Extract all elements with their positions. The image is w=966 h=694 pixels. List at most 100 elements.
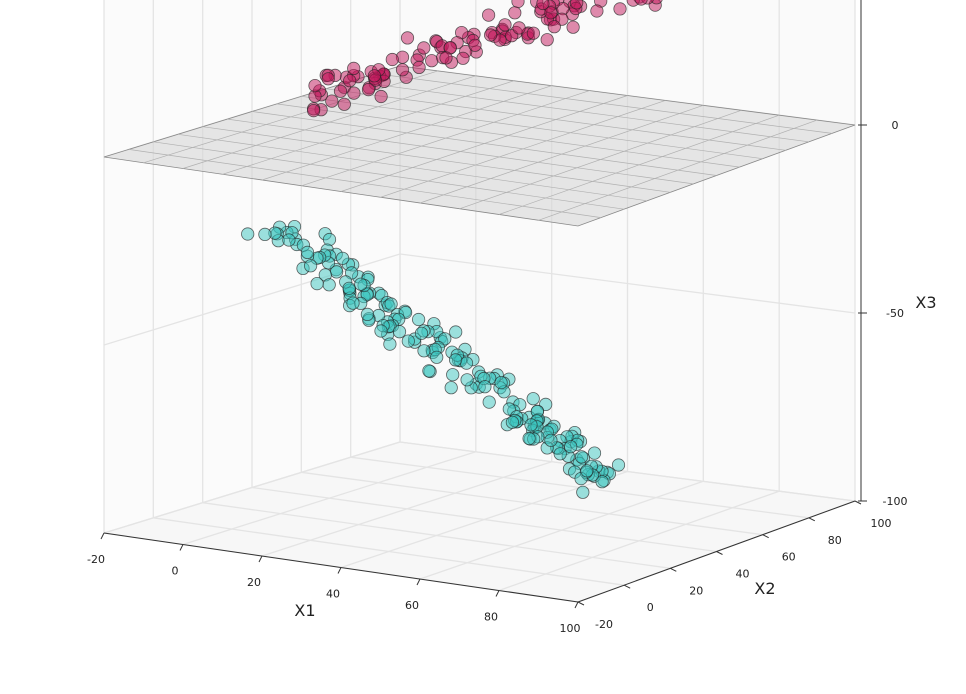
data-point-series-1	[570, 0, 584, 10]
grid-line	[103, 441, 401, 534]
data-point-series-2	[482, 395, 496, 409]
data-point-series-2	[310, 276, 324, 291]
x-tick	[416, 578, 421, 586]
y-tick-label: 80	[828, 534, 842, 547]
data-point-series-1	[650, 0, 663, 5]
data-point-series-2	[448, 353, 463, 367]
data-point-series-1	[483, 28, 498, 42]
data-point-series-2	[360, 307, 374, 321]
plane-mesh-line	[375, 73, 832, 134]
y-tick	[577, 601, 585, 606]
plane-mesh-line	[538, 119, 818, 221]
data-point-series-1	[367, 69, 381, 83]
x-tick-label: 0	[172, 565, 179, 578]
y-tick	[762, 534, 769, 539]
data-point-series-2	[411, 312, 426, 327]
x-tick-label: 40	[326, 588, 340, 601]
data-point-series-1	[468, 38, 482, 52]
data-point-series-2	[322, 278, 336, 292]
data-point-series-2	[574, 450, 589, 464]
y-tick-label: 100	[871, 517, 892, 530]
data-point-series-1	[508, 6, 522, 20]
axis-lines	[100, 0, 867, 609]
z-tick-label: -50	[886, 307, 904, 320]
data-point-series-2	[241, 227, 255, 241]
data-point-series-2	[374, 324, 388, 338]
data-point-series-2	[524, 418, 538, 432]
data-point-series-2	[553, 447, 567, 461]
x-tick	[179, 544, 184, 551]
data-point-series-1	[634, 0, 648, 6]
y-tick-label: 60	[782, 551, 796, 564]
data-point-series-1	[412, 60, 426, 75]
data-point-series-1	[439, 51, 453, 65]
y-axis-label: X2	[754, 579, 775, 598]
data-point-series-2	[258, 227, 272, 241]
data-point-series-1	[540, 33, 554, 47]
separating-plane	[103, 65, 856, 227]
data-point-series-1	[566, 20, 580, 34]
y-tick	[716, 551, 723, 555]
data-point-series-2	[342, 281, 356, 295]
data-point-series-2	[383, 337, 397, 351]
data-point-series-1	[526, 26, 541, 40]
data-point-series-1	[512, 21, 526, 35]
data-point-series-1	[400, 31, 415, 45]
data-point-series-2	[384, 297, 398, 311]
data-point-series-2	[595, 475, 609, 489]
data-point-series-1	[347, 61, 361, 76]
data-point-series-2	[282, 233, 296, 247]
grid-line	[399, 441, 856, 502]
y-tick	[854, 500, 862, 505]
data-point-series-1	[374, 89, 388, 104]
data-point-series-1	[544, 6, 558, 20]
data-point-series-2	[576, 485, 590, 499]
data-point-series-1	[361, 83, 376, 97]
data-point-series-2	[478, 380, 492, 394]
floor-pane	[104, 442, 855, 602]
data-point-series-1	[385, 52, 399, 67]
data-point-series-1	[417, 41, 431, 55]
x-tick	[495, 590, 500, 597]
data-point-series-1	[347, 86, 361, 100]
data-point-series-2	[444, 381, 458, 395]
grid-line	[202, 502, 671, 569]
data-point-series-2	[564, 440, 578, 454]
x-tick	[100, 532, 105, 540]
data-point-series-2	[505, 415, 520, 429]
z-axis-label: X3	[915, 293, 936, 312]
grid-line	[301, 471, 763, 536]
data-point-series-2	[414, 326, 429, 340]
data-point-series-1	[456, 51, 470, 65]
data-point-series-1	[343, 74, 357, 88]
y-tick-label: -20	[595, 618, 613, 631]
grid-line	[251, 486, 717, 553]
data-point-series-2	[401, 334, 415, 348]
grid-line	[153, 517, 625, 586]
data-point-series-1	[425, 54, 439, 68]
plane-mesh-line	[350, 80, 809, 143]
data-point-series-1	[481, 8, 496, 22]
x-tick-label: 80	[484, 611, 498, 624]
data-point-series-1	[308, 79, 322, 93]
data-point-series-2	[526, 392, 540, 406]
y-tick-label: 40	[736, 568, 750, 581]
data-point-series-1	[590, 4, 604, 18]
grid-line	[399, 253, 856, 314]
x-tick-label: 100	[560, 622, 581, 635]
data-point-series-2	[422, 364, 436, 378]
y-tick	[623, 584, 631, 589]
x-axis-label: X1	[294, 601, 315, 620]
data-point-series-1	[333, 84, 348, 98]
y-tick-label: 0	[647, 601, 654, 614]
y-tick-label: 20	[689, 584, 703, 597]
data-point-series-2	[303, 259, 318, 273]
data-point-series-2	[494, 375, 508, 390]
data-point-series-1	[547, 20, 561, 34]
data-point-series-2	[346, 296, 360, 310]
x-tick-label: 20	[247, 576, 261, 589]
data-point-series-2	[392, 325, 407, 339]
data-point-series-1	[321, 72, 335, 86]
data-point-series-2	[587, 446, 602, 460]
